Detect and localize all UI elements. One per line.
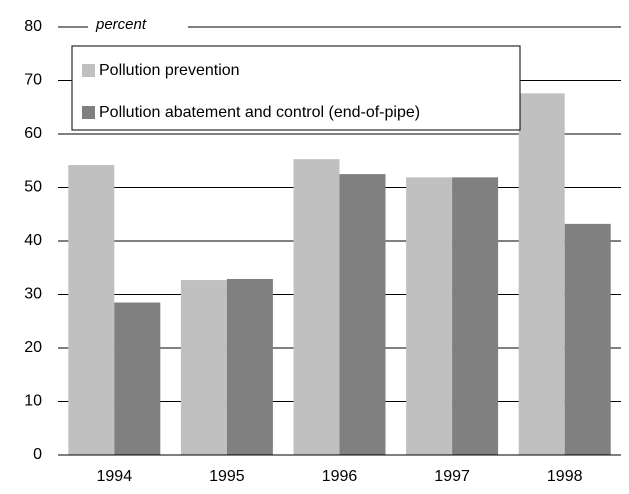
bar — [564, 223, 611, 455]
x-tick-label: 1997 — [434, 468, 470, 485]
bar — [114, 302, 161, 455]
legend-label: Pollution prevention — [99, 62, 240, 79]
y-tick-label: 80 — [24, 18, 42, 35]
x-tick-label: 1996 — [322, 468, 358, 485]
y-tick-label: 50 — [24, 179, 42, 196]
bar — [68, 165, 115, 455]
bar — [293, 159, 340, 455]
y-tick-label: 10 — [24, 393, 42, 410]
bar — [180, 280, 227, 455]
x-tick-label: 1994 — [97, 468, 133, 485]
bar — [226, 278, 273, 455]
y-tick-label: 40 — [24, 232, 42, 249]
legend-label: Pollution abatement and control (end-of-… — [99, 104, 420, 121]
y-tick-label: 0 — [33, 446, 42, 463]
y-tick-label: 20 — [24, 339, 42, 356]
bar — [518, 93, 565, 455]
x-tick-label: 1998 — [547, 468, 583, 485]
bar — [339, 174, 386, 455]
legend-box — [71, 45, 521, 131]
bar — [452, 177, 499, 455]
y-tick-label: 60 — [24, 125, 42, 142]
x-tick-label: 1995 — [209, 468, 245, 485]
y-tick-label: 30 — [24, 286, 42, 303]
bar — [406, 177, 453, 455]
y-axis-label: percent — [95, 16, 147, 33]
legend-swatch — [82, 64, 95, 77]
legend-swatch — [82, 106, 95, 119]
y-tick-label: 70 — [24, 72, 42, 89]
